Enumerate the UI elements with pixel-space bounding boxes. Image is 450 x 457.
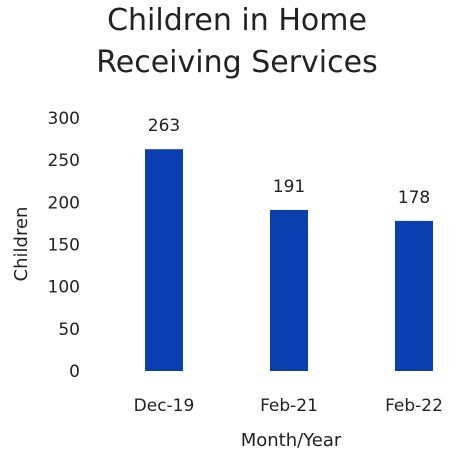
x-tick-label: Feb-22 <box>385 396 443 416</box>
data-label: 191 <box>273 177 305 197</box>
x-axis-ticks: Dec-19 Feb-21 Feb-22 <box>134 396 443 416</box>
data-label: 178 <box>398 188 430 208</box>
x-tick-label: Feb-21 <box>260 396 318 416</box>
data-labels: 263 191 178 <box>148 116 430 208</box>
y-tick-label: 0 <box>69 362 80 382</box>
y-axis-ticks: 0 50 100 150 200 250 300 <box>48 109 80 382</box>
y-tick-label: 200 <box>48 193 80 213</box>
x-tick-label: Dec-19 <box>134 396 195 416</box>
y-tick-label: 100 <box>48 278 80 298</box>
bar <box>395 220 433 371</box>
data-label: 263 <box>148 116 180 136</box>
y-tick-label: 300 <box>48 109 80 129</box>
chart-title-line-2: Receiving Services <box>96 45 377 80</box>
y-axis-label: Children <box>11 207 32 282</box>
bars <box>145 149 433 371</box>
y-tick-label: 250 <box>48 151 80 171</box>
bar <box>145 149 183 371</box>
x-axis-label: Month/Year <box>241 430 342 451</box>
bar <box>270 209 308 371</box>
y-tick-label: 50 <box>58 320 80 340</box>
y-tick-label: 150 <box>48 236 80 256</box>
chart-title-line-1: Children in Home <box>107 3 367 38</box>
